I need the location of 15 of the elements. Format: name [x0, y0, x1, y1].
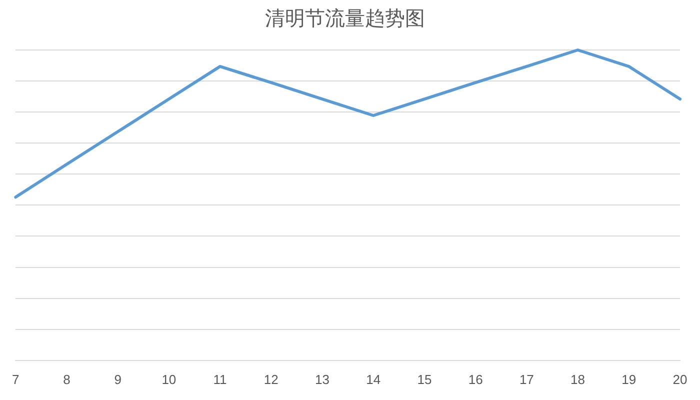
x-tick-label: 18 [570, 372, 586, 387]
x-tick-label: 16 [468, 372, 483, 387]
x-tick-label: 20 [672, 372, 688, 387]
x-tick-label: 9 [114, 372, 122, 387]
x-tick-label: 19 [622, 372, 636, 387]
x-tick-label: 7 [12, 372, 20, 387]
x-tick-label: 13 [315, 372, 330, 387]
x-tick-label: 11 [213, 372, 227, 387]
chart-title: 清明节流量趋势图 [265, 6, 425, 30]
x-tick-label: 17 [519, 372, 534, 387]
x-tick-label: 12 [264, 372, 278, 387]
x-tick-label: 8 [63, 372, 70, 387]
x-tick-label: 15 [417, 372, 432, 387]
x-tick-label: 10 [162, 372, 176, 387]
x-tick-label: 14 [366, 372, 381, 387]
